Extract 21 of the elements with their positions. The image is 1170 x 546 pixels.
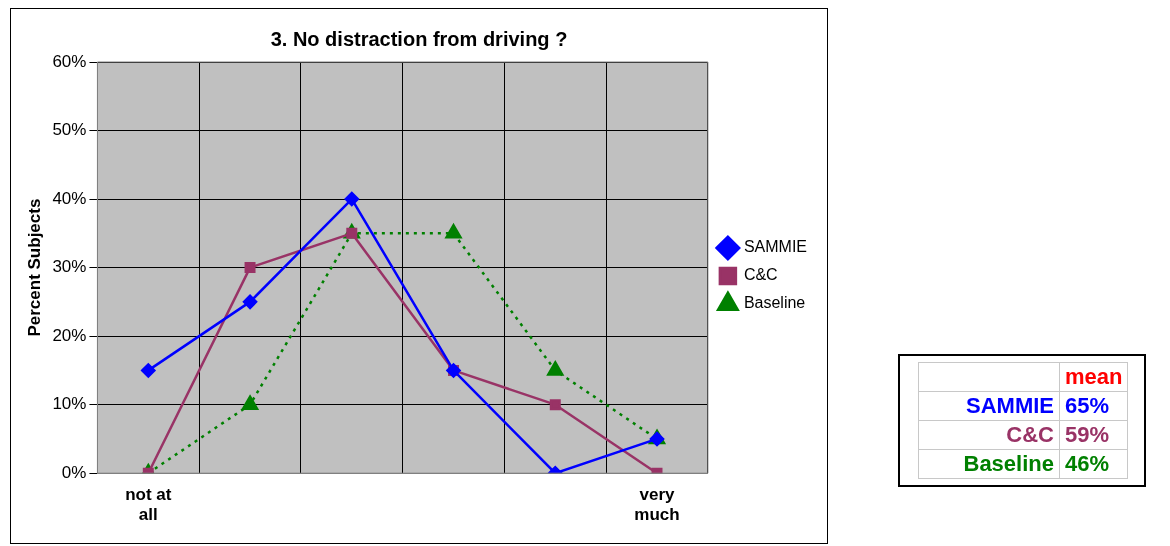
text: mean (1059, 362, 1128, 392)
y-tick-label: 20% (52, 325, 87, 345)
y-tick-label: 0% (61, 462, 87, 482)
y-tick-label: 10% (52, 394, 87, 414)
x-tick-label: not at all (125, 485, 172, 525)
text: C&C (918, 420, 1060, 450)
text: 65% (1059, 391, 1128, 421)
y-axis-title: Percent Subjects (24, 198, 44, 337)
y-tick-label: 50% (52, 120, 87, 140)
legend-label: C&C (743, 266, 778, 284)
text: 59% (1059, 420, 1128, 450)
x-tick-label: very much (634, 485, 680, 525)
text: SAMMIE (918, 391, 1060, 421)
y-tick-label: 30% (52, 257, 87, 277)
legend-label: Baseline (743, 294, 806, 312)
text: Baseline (918, 449, 1060, 479)
legend-label: SAMMIE (743, 238, 808, 256)
y-tick-label: 40% (52, 188, 87, 208)
y-tick-label: 60% (52, 51, 87, 71)
chart-title: 3. No distraction from driving ? (270, 27, 568, 50)
text: 46% (1059, 449, 1128, 479)
